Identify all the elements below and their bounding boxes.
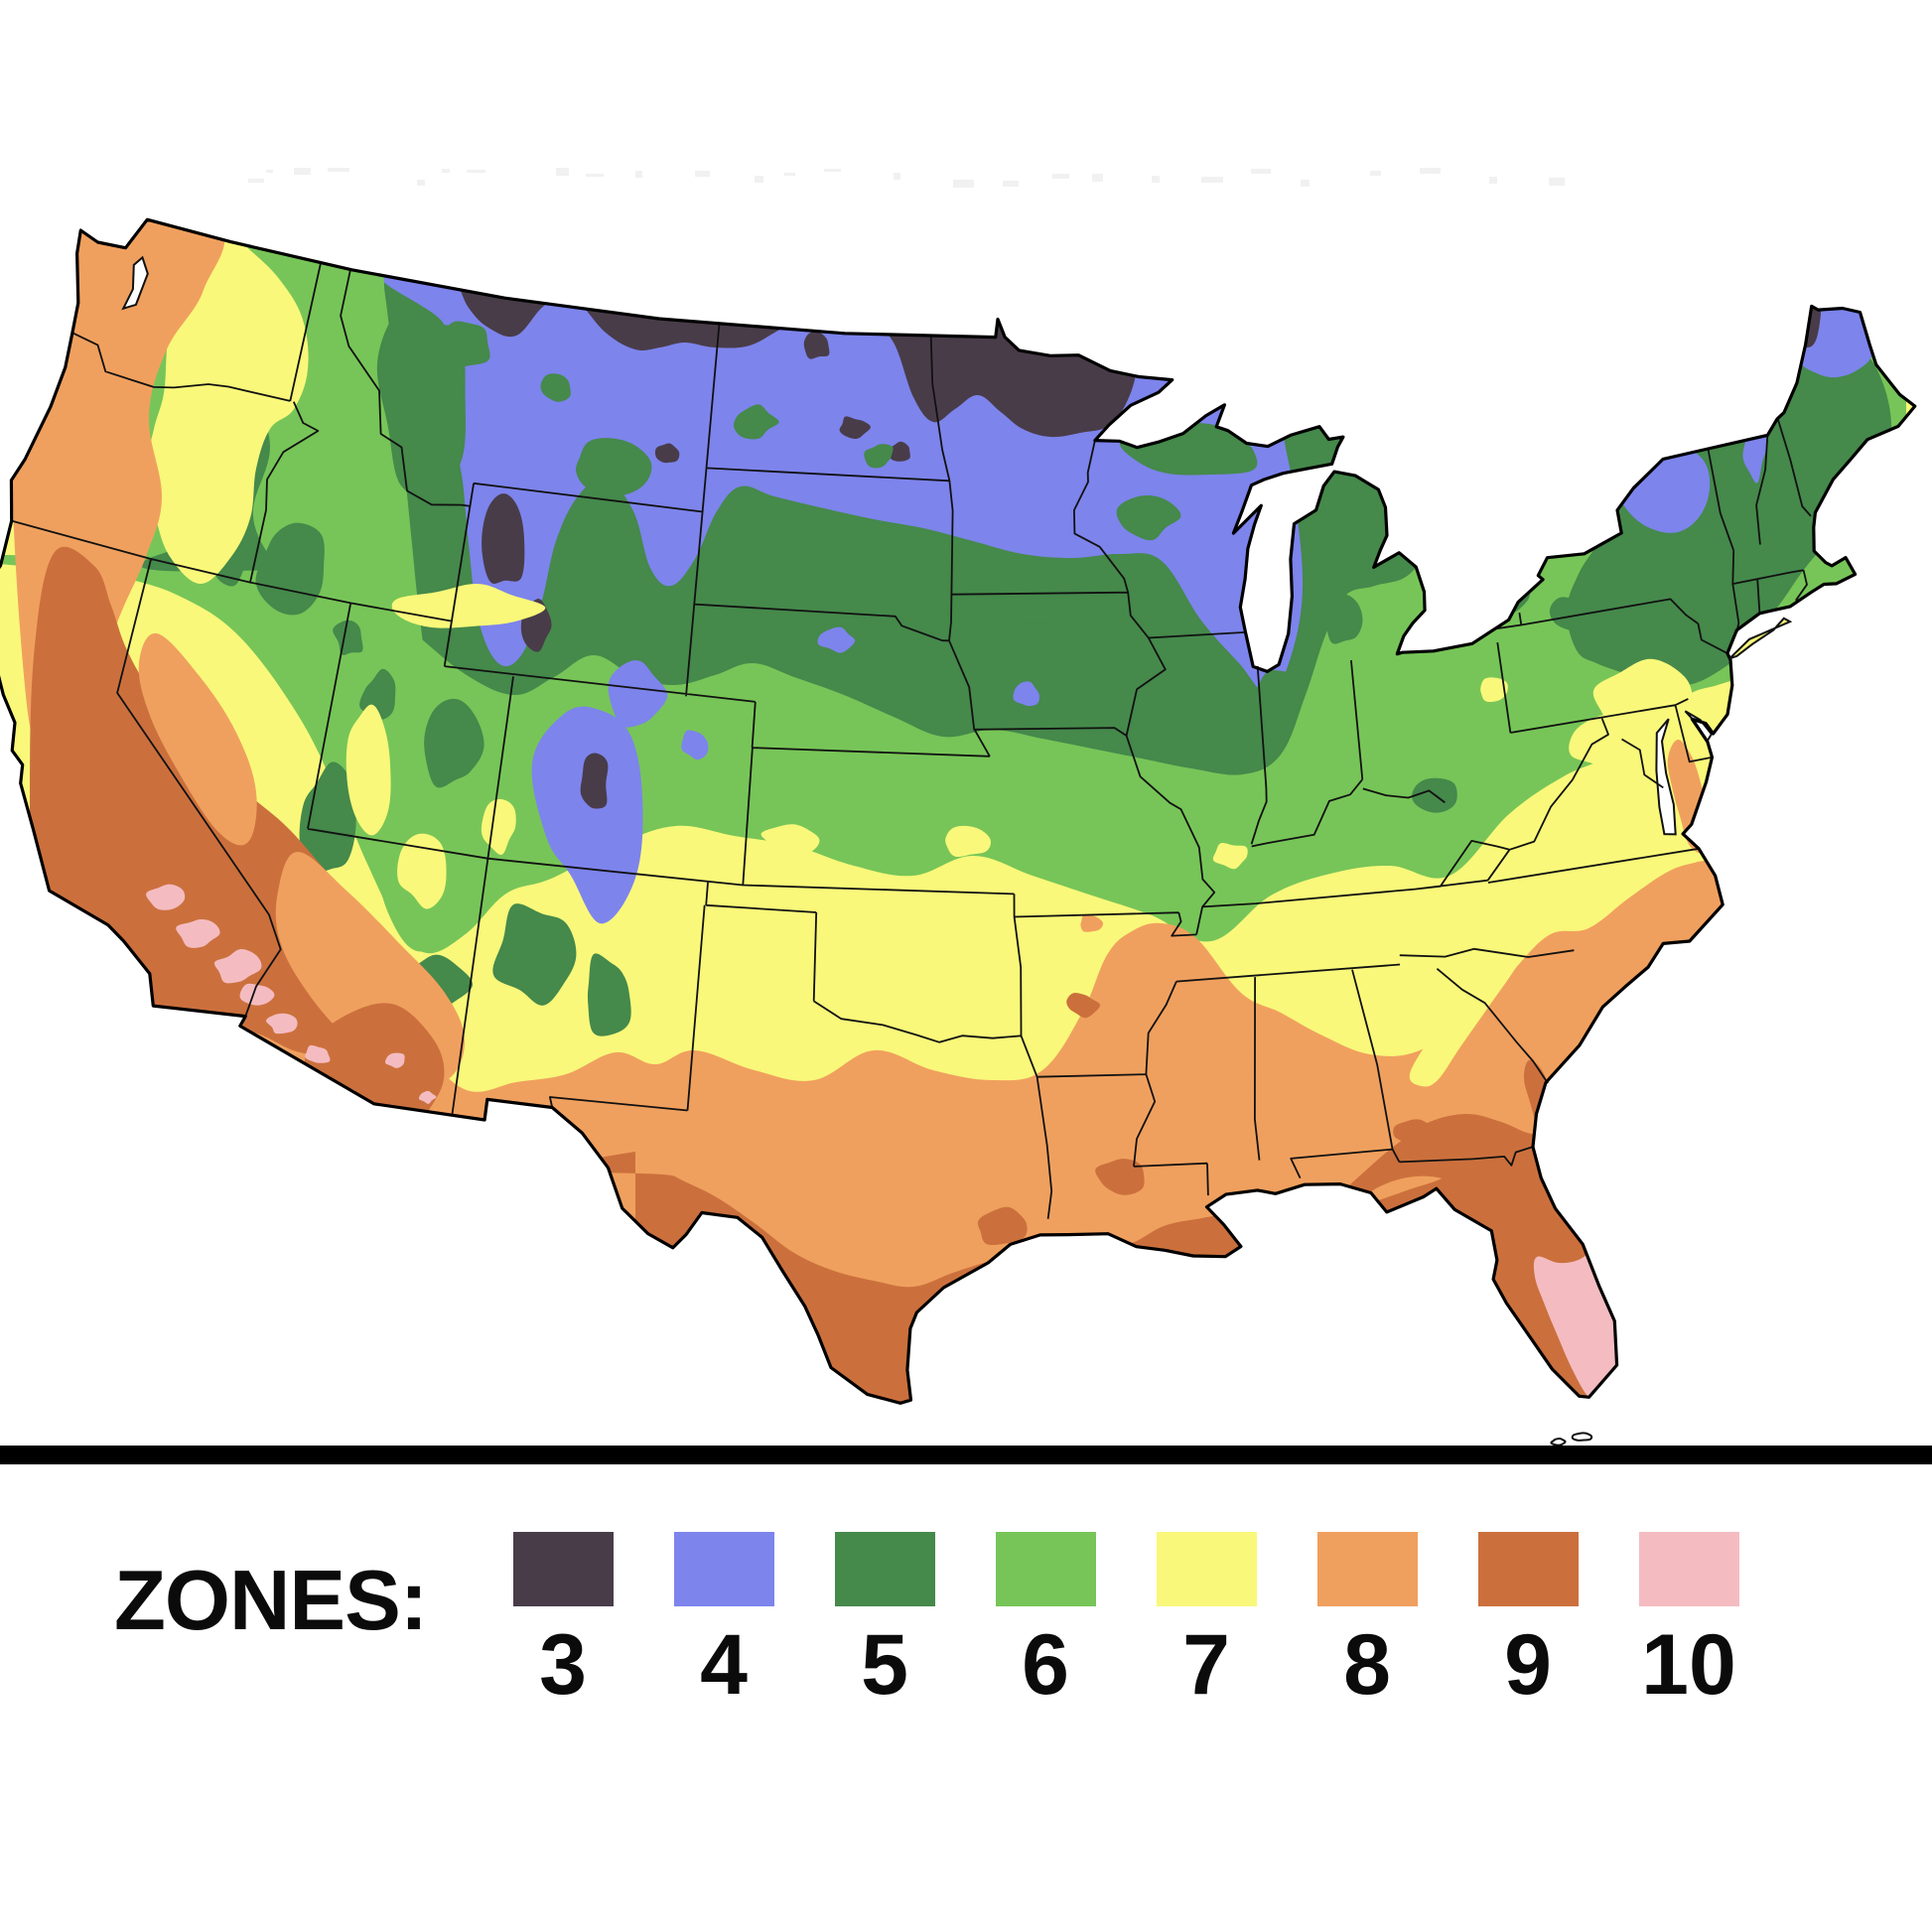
svg-text:7: 7 xyxy=(1182,1617,1230,1713)
svg-text:9: 9 xyxy=(1504,1617,1552,1713)
svg-text:4: 4 xyxy=(700,1617,748,1713)
svg-text:ZONES:: ZONES: xyxy=(114,1554,427,1648)
svg-text:3: 3 xyxy=(539,1617,587,1713)
svg-text:10: 10 xyxy=(1641,1617,1736,1713)
svg-text:5: 5 xyxy=(861,1617,908,1713)
svg-text:8: 8 xyxy=(1343,1617,1391,1713)
svg-text:6: 6 xyxy=(1022,1617,1069,1713)
